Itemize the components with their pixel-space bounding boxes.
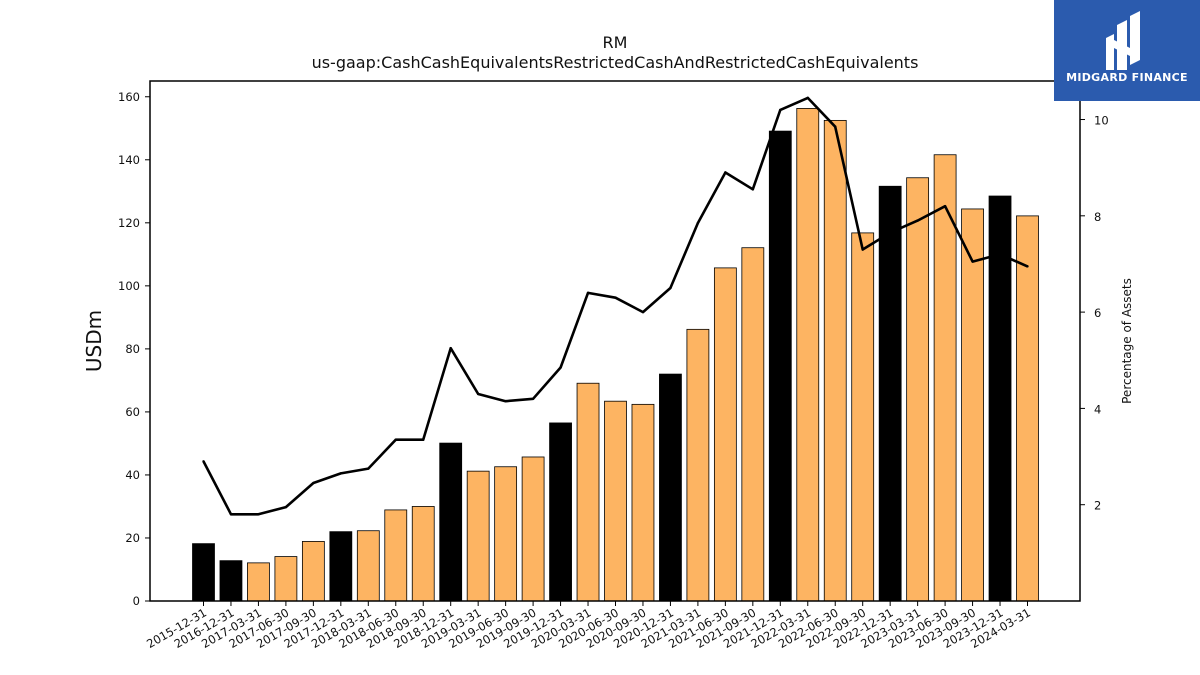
bar-2022-06-30 (823, 119, 847, 602)
percent-point-2017-03-31 (257, 513, 260, 516)
bar-2019-12-31 (549, 422, 572, 602)
bar-2023-03-31 (906, 177, 930, 602)
bars-group (192, 108, 1039, 602)
bar-2024-03-31 (1016, 215, 1039, 602)
percent-point-2022-09-30 (861, 248, 864, 251)
bar-2022-09-30 (851, 232, 875, 602)
bar-2022-12-31 (878, 185, 902, 602)
y2-tick-label: 10 (1094, 114, 1109, 128)
percent-point-2022-06-30 (834, 125, 837, 128)
y-tick-label: 0 (133, 594, 140, 608)
percent-point-2020-06-30 (614, 296, 617, 299)
bar-2021-09-30 (741, 247, 765, 602)
y-tick-label: 40 (125, 468, 140, 482)
y2-tick-label: 2 (1094, 499, 1101, 513)
bar-2018-09-30 (411, 506, 435, 602)
bar-2019-06-30 (494, 466, 518, 602)
y-tick-label: 140 (118, 153, 140, 167)
percent-point-2019-06-30 (504, 399, 507, 403)
logo-mark-icon (1106, 11, 1140, 70)
percent-point-2024-03-31 (1026, 265, 1029, 268)
y-tick-label: 60 (125, 405, 140, 419)
percent-point-2018-12-31 (449, 347, 452, 350)
percent-point-2023-03-31 (916, 219, 919, 222)
y2-tick-label: 4 (1094, 402, 1101, 416)
bar-2021-06-30 (713, 267, 737, 602)
y-tick-label: 120 (118, 216, 140, 230)
percent-point-2017-12-31 (339, 472, 343, 475)
percent-point-2021-06-30 (724, 171, 727, 174)
bar-2019-03-31 (466, 470, 490, 602)
bar-2020-06-30 (604, 400, 627, 602)
bar-2018-12-31 (439, 442, 463, 602)
percent-point-2019-12-31 (559, 366, 562, 369)
bar-2021-03-31 (686, 328, 710, 602)
percent-point-2017-06-30 (284, 505, 288, 509)
bar-2017-12-31 (329, 531, 353, 602)
bar-2018-06-30 (384, 509, 408, 602)
percent-point-2018-03-31 (367, 467, 370, 470)
y-axis-label: USDm (82, 310, 106, 372)
percent-point-2022-12-31 (888, 231, 892, 234)
y2-tick-label: 6 (1094, 306, 1101, 320)
percent-point-2016-12-31 (229, 513, 233, 516)
y-tick-label: 100 (118, 279, 140, 293)
percent-point-2019-03-31 (476, 392, 480, 396)
percent-point-2018-06-30 (394, 438, 397, 441)
bar-2020-03-31 (576, 382, 600, 602)
bar-2020-12-31 (659, 373, 682, 602)
chart-title: RM (603, 33, 628, 52)
percent-point-2023-12-31 (998, 253, 1002, 256)
y2-axis-label: Percentage of Assets (1120, 278, 1134, 404)
bar-2017-06-30 (274, 556, 298, 602)
percent-point-2021-12-31 (779, 108, 782, 112)
percent-point-2017-09-30 (312, 481, 315, 485)
percent-point-2015-12-31 (202, 460, 205, 463)
bar-2019-09-30 (521, 456, 545, 602)
y-tick-label: 160 (118, 90, 140, 104)
bar-2022-03-31 (796, 108, 820, 602)
percent-point-2021-03-31 (696, 221, 700, 225)
bar-2017-09-30 (301, 541, 325, 602)
chart-subtitle: us-gaap:CashCashEquivalentsRestrictedCas… (312, 53, 919, 72)
line-group (202, 96, 1029, 516)
bar-2021-12-31 (768, 130, 792, 602)
y-tick-label: 20 (125, 531, 140, 545)
percent-point-2021-09-30 (751, 188, 755, 191)
percent-point-2023-09-30 (971, 260, 974, 263)
percent-point-2019-09-30 (531, 397, 535, 400)
percent-point-2018-09-30 (422, 438, 425, 441)
bar-2017-03-31 (247, 562, 270, 602)
bar-2016-12-31 (219, 560, 243, 602)
brand-logo: MIDGARD FINANCE (1054, 0, 1200, 101)
bar-2020-09-30 (631, 403, 655, 602)
percent-point-2023-06-30 (943, 204, 947, 208)
percent-point-2020-03-31 (586, 291, 590, 295)
percent-point-2022-03-31 (806, 96, 809, 100)
bar-2015-12-31 (192, 543, 215, 602)
y2-tick-label: 8 (1094, 210, 1101, 224)
bar-2023-09-30 (961, 208, 984, 602)
percent-point-2020-12-31 (669, 286, 672, 290)
bar-2018-03-31 (356, 530, 380, 602)
percent-point-2020-09-30 (641, 310, 645, 314)
logo-text: MIDGARD FINANCE (1066, 71, 1188, 84)
y-tick-label: 80 (125, 342, 140, 356)
